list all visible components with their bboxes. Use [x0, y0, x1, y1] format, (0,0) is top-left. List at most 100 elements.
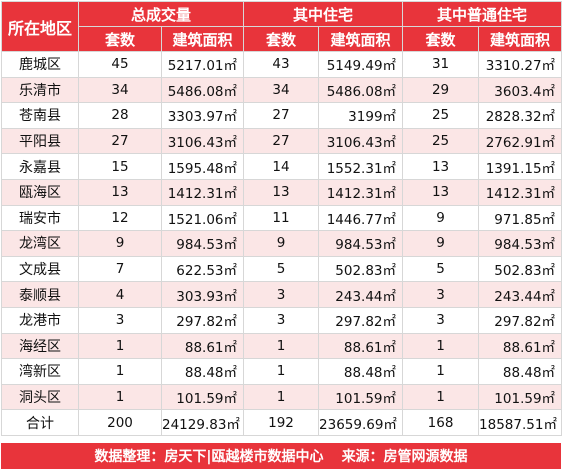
area-cell: 5217.01㎡ [160, 51, 245, 78]
count-cell: 5 [243, 255, 320, 283]
count-cell: 34 [243, 76, 320, 104]
region-cell: 洞头区 [1, 383, 79, 411]
region-cell: 乐清市 [1, 76, 79, 104]
area-cell: 243.44㎡ [318, 281, 404, 308]
table-row: 龙港市 3 297.82㎡ 3 297.82㎡ 3 297.82㎡ [1, 306, 562, 334]
area-cell: 88.61㎡ [160, 332, 245, 360]
area-cell: 3603.4㎡ [478, 76, 562, 104]
region-header: 所在地区 [1, 1, 79, 52]
area-cell: 297.82㎡ [478, 306, 562, 334]
area-header: 建筑面积 [318, 26, 404, 52]
count-cell: 7 [78, 255, 162, 283]
group-header-residential: 其中住宅 [243, 1, 404, 27]
count-cell: 27 [243, 127, 320, 155]
table-row: 文成县 7 622.53㎡ 5 502.83㎡ 5 502.83㎡ [1, 255, 562, 283]
area-cell: 1446.77㎡ [318, 204, 404, 232]
area-header: 建筑面积 [478, 26, 562, 52]
count-cell: 27 [243, 102, 320, 129]
count-cell: 1 [243, 383, 320, 411]
region-cell: 平阳县 [1, 127, 79, 155]
area-cell: 2762.91㎡ [478, 127, 562, 155]
count-cell: 3 [402, 306, 480, 334]
count-cell: 9 [78, 230, 162, 257]
count-cell: 13 [78, 178, 162, 206]
count-cell: 15 [78, 153, 162, 180]
source-footer: 数据整理：房天下|瓯越楼市数据中心 来源：房管网源数据 [1, 443, 561, 469]
area-cell: 5486.08㎡ [160, 76, 245, 104]
area-cell: 3106.43㎡ [160, 127, 245, 155]
area-cell: 1552.31㎡ [318, 153, 404, 180]
count-cell: 9 [402, 230, 480, 257]
group-header-total: 总成交量 [77, 1, 245, 27]
table-row: 龙湾区 9 984.53㎡ 9 984.53㎡ 9 984.53㎡ [1, 230, 562, 257]
count-cell: 1 [243, 358, 320, 385]
area-cell: 1412.31㎡ [160, 178, 245, 206]
table-body: 鹿城区 45 5217.01㎡ 43 5149.49㎡ 31 3310.27㎡ 乐清市 34 54… [1, 51, 562, 437]
area-cell: 88.61㎡ [478, 332, 562, 360]
count-cell: 34 [78, 76, 162, 104]
count-cell: 13 [402, 178, 480, 206]
area-cell: 984.53㎡ [318, 230, 404, 257]
area-header: 建筑面积 [160, 26, 245, 52]
count-cell: 5 [402, 255, 480, 283]
region-cell: 鹿城区 [1, 51, 79, 78]
area-cell: 23659.69㎡ [318, 409, 404, 437]
count-cell: 1 [78, 332, 162, 360]
count-cell: 25 [402, 102, 480, 129]
table-row: 湾新区 1 88.48㎡ 1 88.48㎡ 1 88.48㎡ [1, 358, 562, 385]
count-cell: 3 [402, 281, 480, 308]
region-cell: 龙港市 [1, 306, 79, 334]
area-cell: 18587.51㎡ [478, 409, 562, 437]
area-cell: 297.82㎡ [160, 306, 245, 334]
region-cell: 瓯海区 [1, 178, 79, 206]
count-header: 套数 [402, 26, 480, 52]
table-row: 平阳县 27 3106.43㎡ 27 3106.43㎡ 25 2762.91㎡ [1, 127, 562, 155]
header-row-groups: 所在地区 总成交量 其中住宅 其中普通住宅 [1, 1, 562, 52]
count-cell: 13 [402, 153, 480, 180]
area-cell: 243.44㎡ [478, 281, 562, 308]
table-row: 永嘉县 15 1595.48㎡ 14 1552.31㎡ 13 1391.15㎡ [1, 153, 562, 180]
region-cell: 苍南县 [1, 102, 79, 129]
count-cell: 13 [243, 178, 320, 206]
area-cell: 5486.08㎡ [318, 76, 404, 104]
count-header: 套数 [78, 26, 162, 52]
count-cell: 43 [243, 51, 320, 78]
area-cell: 1412.31㎡ [478, 178, 562, 206]
count-cell: 45 [78, 51, 162, 78]
area-cell: 297.82㎡ [318, 306, 404, 334]
area-cell: 88.61㎡ [318, 332, 404, 360]
area-cell: 5149.49㎡ [318, 51, 404, 78]
footer-compiler: 数据整理：房天下|瓯越楼市数据中心 [94, 449, 324, 465]
region-cell: 海经区 [1, 332, 79, 360]
count-cell: 3 [243, 306, 320, 334]
region-cell: 瑞安市 [1, 204, 79, 232]
count-cell: 3 [78, 306, 162, 334]
count-cell: 9 [402, 204, 480, 232]
count-header: 套数 [243, 26, 320, 52]
count-cell: 29 [402, 76, 480, 104]
table-row: 洞头区 1 101.59㎡ 1 101.59㎡ 1 101.59㎡ [1, 383, 562, 411]
area-cell: 502.83㎡ [478, 255, 562, 283]
area-cell: 3199㎡ [318, 102, 404, 129]
count-cell: 168 [402, 409, 480, 437]
count-cell: 1 [402, 332, 480, 360]
area-cell: 3310.27㎡ [478, 51, 562, 78]
count-cell: 9 [243, 230, 320, 257]
header-row-columns: 套数 建筑面积 套数 建筑面积 套数 建筑面积 [2, 26, 562, 52]
area-cell: 3303.97㎡ [160, 102, 245, 129]
count-cell: 27 [78, 127, 162, 155]
region-cell: 龙湾区 [1, 230, 79, 257]
count-cell: 31 [402, 51, 480, 78]
area-cell: 24129.83㎡ [160, 409, 245, 437]
region-cell: 永嘉县 [1, 153, 79, 180]
area-cell: 1595.48㎡ [160, 153, 245, 180]
count-cell: 200 [78, 409, 162, 437]
table-row: 瑞安市 12 1521.06㎡ 11 1446.77㎡ 9 971.85㎡ [1, 204, 562, 232]
count-cell: 11 [243, 204, 320, 232]
area-cell: 984.53㎡ [478, 230, 562, 257]
table-row: 苍南县 28 3303.97㎡ 27 3199㎡ 25 2828.32㎡ [1, 102, 562, 129]
area-cell: 622.53㎡ [160, 255, 245, 283]
area-cell: 303.93㎡ [160, 281, 245, 308]
table-row: 鹿城区 45 5217.01㎡ 43 5149.49㎡ 31 3310.27㎡ [1, 51, 562, 78]
